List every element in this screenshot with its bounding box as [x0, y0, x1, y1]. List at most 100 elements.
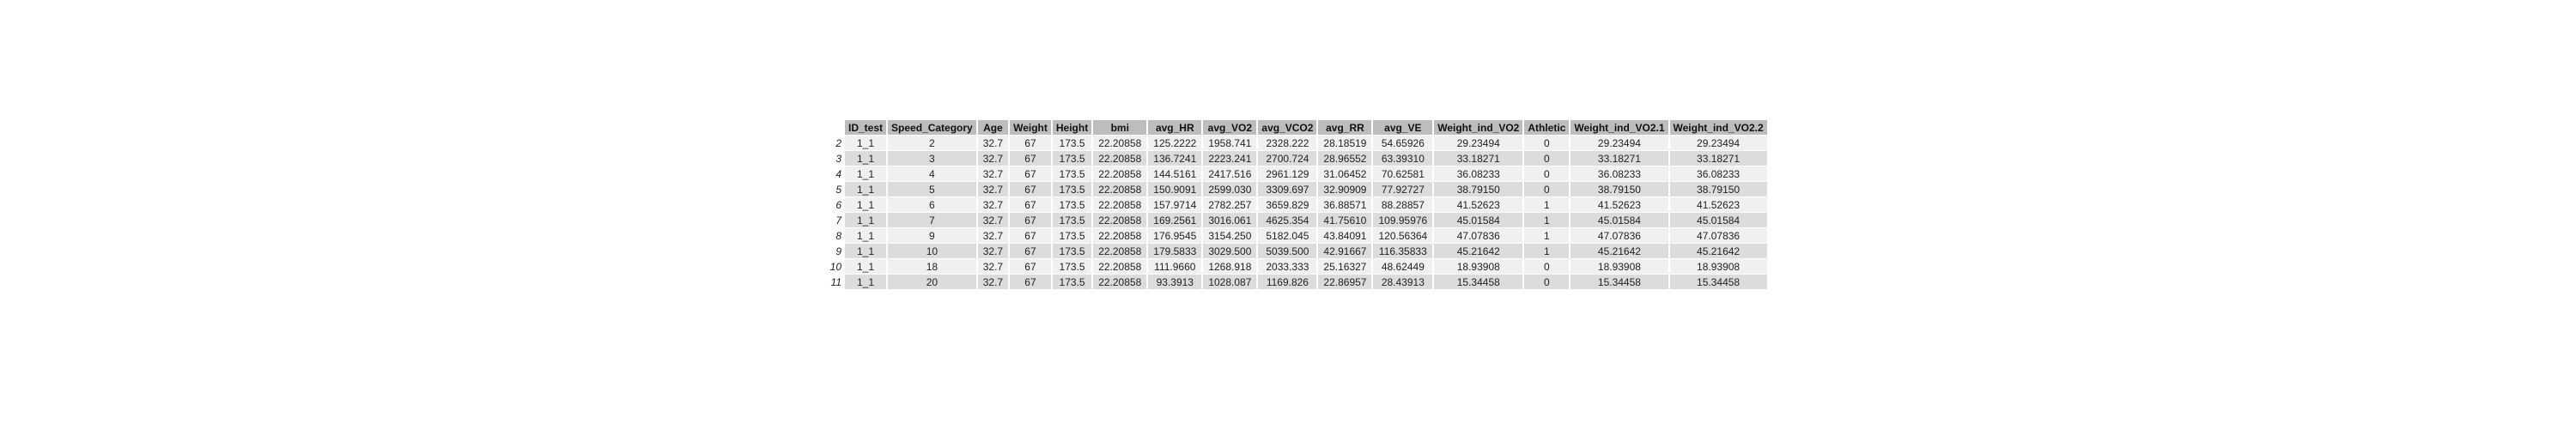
table-cell[interactable]: 173.5 [1052, 213, 1092, 227]
table-cell[interactable]: 33.18271 [1434, 151, 1523, 166]
table-cell[interactable]: 70.62581 [1373, 166, 1433, 181]
table-cell[interactable]: 10 [888, 244, 976, 258]
table-cell[interactable]: 173.5 [1052, 228, 1092, 243]
table-cell[interactable]: 41.52623 [1434, 197, 1523, 212]
table-cell[interactable]: 22.20858 [1093, 259, 1147, 274]
table-cell[interactable]: 67 [1010, 228, 1051, 243]
table-cell[interactable]: 18.93908 [1669, 259, 1767, 274]
table-cell[interactable]: 157.9714 [1148, 197, 1202, 212]
table-cell[interactable]: 3659.829 [1258, 197, 1317, 212]
table-cell[interactable]: 31.06452 [1318, 166, 1372, 181]
column-header[interactable]: Weight_ind_VO2 [1434, 120, 1523, 135]
column-header[interactable]: Speed_Category [888, 120, 976, 135]
column-header[interactable]: avg_HR [1148, 120, 1202, 135]
table-cell[interactable]: 1_1 [845, 228, 887, 243]
table-cell[interactable]: 22.20858 [1093, 213, 1147, 227]
table-cell[interactable]: 15.34458 [1669, 275, 1767, 289]
table-cell[interactable]: 41.75610 [1318, 213, 1372, 227]
table-cell[interactable]: 22.86957 [1318, 275, 1372, 289]
table-cell[interactable]: 29.23494 [1571, 136, 1668, 150]
table-cell[interactable]: 38.79150 [1571, 182, 1668, 196]
table-cell[interactable]: 32.7 [977, 259, 1009, 274]
table-cell[interactable]: 45.21642 [1571, 244, 1668, 258]
table-cell[interactable]: 38.79150 [1669, 182, 1767, 196]
table-cell[interactable]: 22.20858 [1093, 166, 1147, 181]
table-cell[interactable]: 54.65926 [1373, 136, 1433, 150]
table-cell[interactable]: 1958.741 [1203, 136, 1257, 150]
table-cell[interactable]: 67 [1010, 275, 1051, 289]
table-cell[interactable]: 43.84091 [1318, 228, 1372, 243]
column-header[interactable]: Weight_ind_VO2.1 [1571, 120, 1668, 135]
table-cell[interactable]: 45.01584 [1571, 213, 1668, 227]
table-cell[interactable]: 120.56364 [1373, 228, 1433, 243]
table-cell[interactable]: 45.21642 [1434, 244, 1523, 258]
column-header[interactable]: avg_VO2 [1203, 120, 1257, 135]
table-cell[interactable]: 173.5 [1052, 151, 1092, 166]
column-header[interactable]: Athletic [1524, 120, 1570, 135]
table-cell[interactable]: 144.5161 [1148, 166, 1202, 181]
table-cell[interactable]: 2599.030 [1203, 182, 1257, 196]
table-cell[interactable]: 67 [1010, 197, 1051, 212]
table-cell[interactable]: 22.20858 [1093, 182, 1147, 196]
table-cell[interactable]: 42.91667 [1318, 244, 1372, 258]
column-header[interactable]: avg_VE [1373, 120, 1433, 135]
table-cell[interactable]: 1028.087 [1203, 275, 1257, 289]
table-cell[interactable]: 2417.516 [1203, 166, 1257, 181]
table-cell[interactable]: 3016.061 [1203, 213, 1257, 227]
table-cell[interactable]: 32.7 [977, 275, 1009, 289]
table-cell[interactable]: 18 [888, 259, 976, 274]
table-cell[interactable]: 32.90909 [1318, 182, 1372, 196]
table-cell[interactable]: 2961.129 [1258, 166, 1317, 181]
table-cell[interactable]: 6 [888, 197, 976, 212]
column-header[interactable]: Height [1052, 120, 1092, 135]
table-cell[interactable]: 4625.354 [1258, 213, 1317, 227]
column-header[interactable]: Age [977, 120, 1009, 135]
table-cell[interactable]: 1 [1524, 228, 1570, 243]
table-cell[interactable]: 3 [888, 151, 976, 166]
table-cell[interactable]: 41.52623 [1669, 197, 1767, 212]
table-cell[interactable]: 32.7 [977, 151, 1009, 166]
table-cell[interactable]: 109.95976 [1373, 213, 1433, 227]
table-cell[interactable]: 1_1 [845, 244, 887, 258]
table-cell[interactable]: 41.52623 [1571, 197, 1668, 212]
table-cell[interactable]: 28.96552 [1318, 151, 1372, 166]
table-cell[interactable]: 0 [1524, 136, 1570, 150]
table-cell[interactable]: 169.2561 [1148, 213, 1202, 227]
table-cell[interactable]: 1_1 [845, 182, 887, 196]
table-cell[interactable]: 25.16327 [1318, 259, 1372, 274]
table-cell[interactable]: 1_1 [845, 166, 887, 181]
column-header[interactable]: ID_test [845, 120, 887, 135]
table-cell[interactable]: 18.93908 [1434, 259, 1523, 274]
table-cell[interactable]: 36.08233 [1669, 166, 1767, 181]
table-cell[interactable]: 32.7 [977, 166, 1009, 181]
table-cell[interactable]: 47.07836 [1434, 228, 1523, 243]
column-header[interactable]: Weight_ind_VO2.2 [1669, 120, 1767, 135]
table-cell[interactable]: 1 [1524, 197, 1570, 212]
table-cell[interactable]: 5039.500 [1258, 244, 1317, 258]
table-cell[interactable]: 0 [1524, 275, 1570, 289]
table-cell[interactable]: 125.2222 [1148, 136, 1202, 150]
table-cell[interactable]: 1_1 [845, 259, 887, 274]
table-cell[interactable]: 22.20858 [1093, 228, 1147, 243]
table-cell[interactable]: 116.35833 [1373, 244, 1433, 258]
table-cell[interactable]: 9 [888, 228, 976, 243]
table-cell[interactable]: 93.3913 [1148, 275, 1202, 289]
table-cell[interactable]: 22.20858 [1093, 151, 1147, 166]
table-cell[interactable]: 32.7 [977, 213, 1009, 227]
table-cell[interactable]: 33.18271 [1571, 151, 1668, 166]
table-cell[interactable]: 176.9545 [1148, 228, 1202, 243]
table-cell[interactable]: 45.01584 [1669, 213, 1767, 227]
table-cell[interactable]: 3309.697 [1258, 182, 1317, 196]
table-cell[interactable]: 150.9091 [1148, 182, 1202, 196]
column-header[interactable]: avg_RR [1318, 120, 1372, 135]
table-cell[interactable]: 7 [888, 213, 976, 227]
table-cell[interactable]: 67 [1010, 244, 1051, 258]
table-cell[interactable]: 2782.257 [1203, 197, 1257, 212]
table-cell[interactable]: 15.34458 [1571, 275, 1668, 289]
table-cell[interactable]: 0 [1524, 166, 1570, 181]
table-cell[interactable]: 5182.045 [1258, 228, 1317, 243]
table-cell[interactable]: 0 [1524, 151, 1570, 166]
table-cell[interactable]: 173.5 [1052, 259, 1092, 274]
table-cell[interactable]: 179.5833 [1148, 244, 1202, 258]
table-cell[interactable]: 67 [1010, 151, 1051, 166]
